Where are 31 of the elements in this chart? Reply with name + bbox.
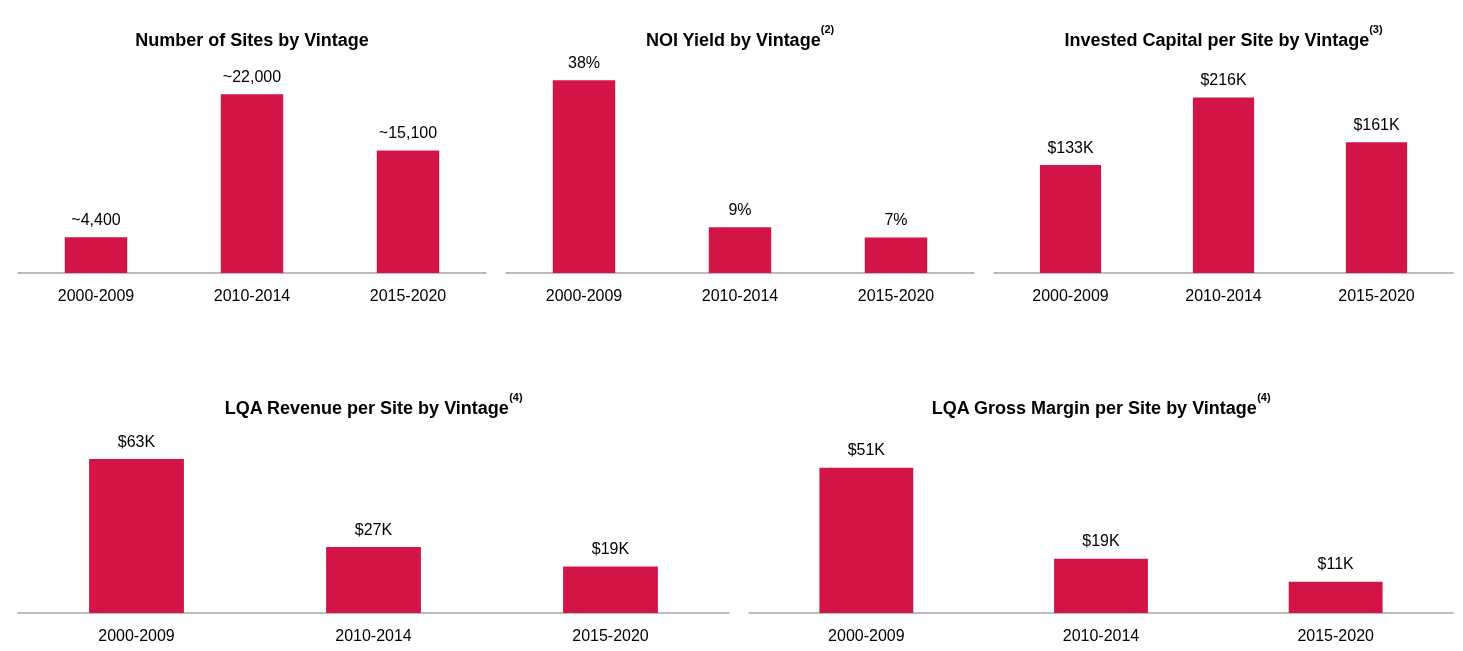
data-label: ~22,000 xyxy=(222,67,282,85)
data-label: ~15,100 xyxy=(378,123,438,141)
data-label: ~4,400 xyxy=(71,210,121,228)
x-tick-label: 2010-2014 xyxy=(701,286,779,304)
data-label: 38% xyxy=(567,53,601,71)
data-label: $27K xyxy=(354,520,393,538)
chart-title: Number of Sites by Vintage xyxy=(135,30,369,50)
x-tick-label: 2000-2009 xyxy=(545,286,623,304)
data-label: 9% xyxy=(728,200,752,218)
data-label: 7% xyxy=(884,210,908,228)
x-tick-label: 2015-2020 xyxy=(369,286,447,304)
data-label: $19K xyxy=(1082,532,1121,550)
data-label: $11K xyxy=(1317,555,1355,573)
x-tick-label: 2010-2014 xyxy=(335,626,412,644)
x-tick-label: 2015-2020 xyxy=(572,626,649,644)
data-label: $161K xyxy=(1353,115,1400,133)
x-tick-label: 2000-2009 xyxy=(1032,286,1109,304)
data-label: $63K xyxy=(117,432,156,450)
x-tick-label: 2010-2014 xyxy=(1185,286,1262,304)
data-label: $133K xyxy=(1047,138,1094,156)
data-label: $216K xyxy=(1200,71,1247,89)
x-tick-label: 2015-2020 xyxy=(857,286,935,304)
x-tick-label: 2000-2009 xyxy=(828,626,905,644)
x-tick-label: 2000-2009 xyxy=(98,626,175,644)
x-tick-label: 2000-2009 xyxy=(57,286,135,304)
data-label: $19K xyxy=(591,540,630,558)
x-tick-label: 2010-2014 xyxy=(1062,626,1140,644)
x-tick-label: 2010-2014 xyxy=(213,286,291,304)
data-label: $51K xyxy=(847,441,886,459)
x-tick-label: 2015-2020 xyxy=(1297,626,1375,644)
x-tick-label: 2015-2020 xyxy=(1338,286,1415,304)
